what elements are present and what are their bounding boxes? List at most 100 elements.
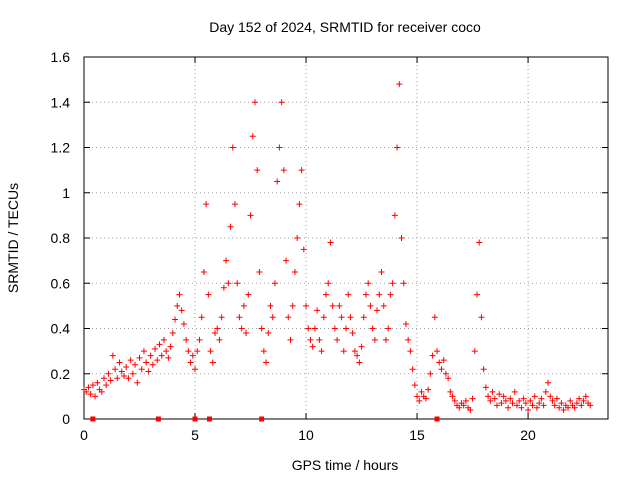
data-point — [409, 366, 416, 373]
data-point — [94, 379, 101, 386]
data-point — [438, 366, 445, 373]
data-point — [573, 400, 580, 407]
data-point — [329, 302, 336, 309]
data-point — [245, 291, 252, 298]
data-point — [89, 382, 96, 389]
data-point — [449, 393, 456, 400]
data-point — [138, 366, 145, 373]
data-point — [385, 325, 392, 332]
data-point — [467, 406, 474, 413]
data-point — [387, 291, 394, 298]
data-point — [578, 402, 585, 409]
data-point — [198, 314, 205, 321]
data-point — [192, 366, 199, 373]
data-point — [529, 402, 536, 409]
data-point — [320, 314, 327, 321]
data-point — [271, 280, 278, 287]
baseline-marker — [434, 416, 440, 422]
data-point — [300, 246, 307, 253]
data-point — [354, 352, 361, 359]
data-point — [258, 325, 265, 332]
data-point — [429, 352, 436, 359]
data-point — [345, 291, 352, 298]
data-point — [493, 402, 500, 409]
y-tick-label: 0.2 — [51, 366, 71, 382]
data-point — [218, 314, 225, 321]
data-point — [462, 397, 469, 404]
y-tick-label: 1 — [62, 185, 70, 201]
data-point — [380, 302, 387, 309]
data-point — [516, 397, 523, 404]
data-point — [87, 391, 94, 398]
data-point — [531, 393, 538, 400]
data-point — [327, 239, 334, 246]
data-point — [542, 388, 549, 395]
data-point — [518, 404, 525, 411]
data-point — [376, 291, 383, 298]
data-point — [98, 388, 105, 395]
baseline-markers — [90, 416, 440, 422]
data-point — [316, 336, 323, 343]
data-point — [323, 291, 330, 298]
data-point — [336, 302, 343, 309]
data-point — [491, 395, 498, 402]
data-point — [511, 388, 518, 395]
data-point — [587, 402, 594, 409]
data-point — [149, 361, 156, 368]
data-point — [114, 375, 121, 382]
data-point — [274, 178, 281, 185]
data-point — [318, 348, 325, 355]
data-point — [369, 325, 376, 332]
data-point — [303, 302, 310, 309]
x-tick-label: 5 — [191, 427, 199, 443]
y-tick-label: 1.6 — [51, 49, 71, 65]
data-point — [442, 370, 449, 377]
data-point — [582, 393, 589, 400]
data-point — [160, 336, 167, 343]
baseline-marker — [90, 416, 96, 422]
data-point — [436, 359, 443, 366]
data-point — [489, 388, 496, 395]
data-point — [394, 144, 401, 151]
data-point — [225, 280, 232, 287]
data-point — [389, 280, 396, 287]
data-point — [418, 388, 425, 395]
data-point — [445, 375, 452, 382]
data-point — [440, 357, 447, 364]
data-point — [112, 366, 119, 373]
data-point — [411, 382, 418, 389]
data-point — [227, 223, 234, 230]
data-point — [576, 395, 583, 402]
baseline-marker — [155, 416, 161, 422]
data-point — [565, 404, 572, 411]
y-tick-label: 1.2 — [51, 140, 71, 156]
data-point — [571, 404, 578, 411]
data-point — [358, 343, 365, 350]
data-point — [407, 348, 414, 355]
data-point — [220, 284, 227, 291]
data-point — [425, 386, 432, 393]
data-point — [434, 348, 441, 355]
data-point — [367, 302, 374, 309]
data-point — [280, 167, 287, 174]
data-point — [134, 379, 141, 386]
data-point — [469, 395, 476, 402]
data-point — [205, 291, 212, 298]
data-point — [145, 368, 152, 375]
data-point — [520, 395, 527, 402]
data-point — [360, 314, 367, 321]
data-point — [305, 325, 312, 332]
data-point — [178, 307, 185, 314]
data-point — [109, 352, 116, 359]
data-point — [540, 402, 547, 409]
data-point — [522, 400, 529, 407]
data-point — [374, 307, 381, 314]
data-point — [296, 201, 303, 208]
data-point — [189, 352, 196, 359]
x-axis: 0 5 10 15 20 — [80, 57, 536, 443]
data-point — [92, 393, 99, 400]
data-point — [249, 133, 256, 140]
data-point — [485, 393, 492, 400]
data-point — [194, 348, 201, 355]
data-point — [391, 212, 398, 219]
